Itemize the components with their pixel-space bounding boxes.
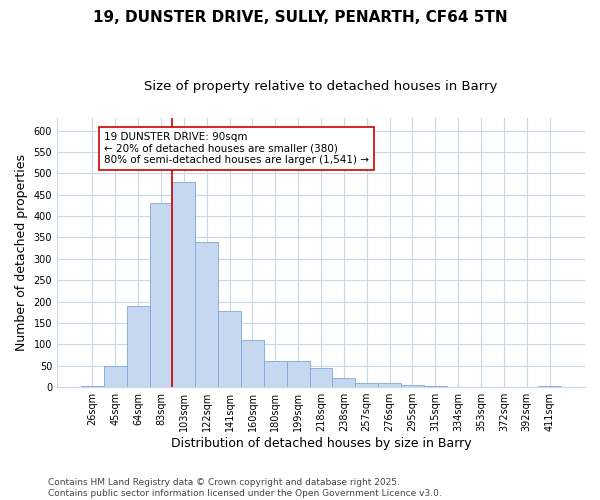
- Bar: [149, 204, 172, 387]
- Bar: [172, 182, 196, 387]
- Bar: [104, 366, 127, 387]
- Bar: [127, 306, 149, 387]
- Bar: [401, 386, 424, 387]
- Bar: [310, 368, 332, 387]
- Text: 19, DUNSTER DRIVE, SULLY, PENARTH, CF64 5TN: 19, DUNSTER DRIVE, SULLY, PENARTH, CF64 …: [92, 10, 508, 25]
- Text: Contains HM Land Registry data © Crown copyright and database right 2025.
Contai: Contains HM Land Registry data © Crown c…: [48, 478, 442, 498]
- Y-axis label: Number of detached properties: Number of detached properties: [15, 154, 28, 351]
- X-axis label: Distribution of detached houses by size in Barry: Distribution of detached houses by size …: [171, 437, 472, 450]
- Bar: [81, 386, 104, 387]
- Bar: [264, 362, 287, 387]
- Bar: [218, 311, 241, 387]
- Text: 19 DUNSTER DRIVE: 90sqm
← 20% of detached houses are smaller (380)
80% of semi-d: 19 DUNSTER DRIVE: 90sqm ← 20% of detache…: [104, 132, 369, 165]
- Title: Size of property relative to detached houses in Barry: Size of property relative to detached ho…: [145, 80, 498, 93]
- Bar: [424, 386, 447, 387]
- Bar: [287, 362, 310, 387]
- Bar: [241, 340, 264, 387]
- Bar: [196, 242, 218, 387]
- Bar: [355, 383, 378, 387]
- Bar: [538, 386, 561, 387]
- Bar: [378, 383, 401, 387]
- Bar: [332, 378, 355, 387]
